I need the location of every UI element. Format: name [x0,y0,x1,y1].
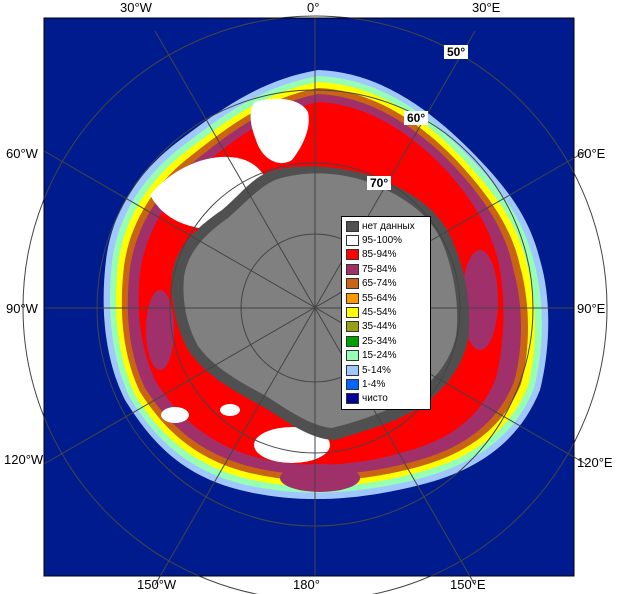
legend-label: нет данных [362,220,415,232]
legend-item: 1-4% [342,377,430,391]
legend-label: 25-34% [362,335,397,347]
meridian-60e-120w [43,150,587,465]
legend-swatch [346,263,359,275]
map-frame [43,17,575,577]
lat-circle-50 [22,15,608,594]
legend-swatch [346,378,359,390]
legend-swatch [346,321,359,333]
lat-label-50: 50° [444,45,469,59]
legend-swatch [346,292,359,304]
legend-item: нет данных [342,219,430,233]
legend-swatch [346,350,359,362]
legend-item: 75-84% [342,262,430,276]
lat-label-70: 70° [367,176,392,190]
lon-label-150w: 150°W [137,577,177,592]
legend-label: 85-94% [362,249,397,261]
legend-label: 55-64% [362,292,397,304]
legend-label: 15-24% [362,350,397,362]
lon-label-30w: 30°W [120,0,152,15]
legend-item: 55-64% [342,291,430,305]
lon-label-90w: 90°W [6,301,38,316]
legend-item: 65-74% [342,277,430,291]
lon-label-60w: 60°W [6,146,38,161]
ice-95-100-ross [254,427,330,463]
lon-label-120e: 120°E [577,455,613,470]
legend-label: 1-4% [362,378,386,390]
lon-label-0: 0° [307,0,320,15]
legend-item: 45-54% [342,305,430,319]
legend-label: 65-74% [362,278,397,290]
ice-patch-mixed [280,464,360,492]
legend-swatch [346,220,359,232]
ice-patch-mixed-west [146,290,174,370]
legend-swatch [346,235,359,247]
legend-label: чисто [362,393,388,405]
ice-95-100-patch-2 [220,404,240,416]
lon-label-60e: 60°E [577,146,606,161]
legend-label: 45-54% [362,307,397,319]
legend-swatch [346,364,359,376]
legend-label: 5-14% [362,364,391,376]
lon-label-150e: 150°E [450,577,486,592]
legend-item: 15-24% [342,349,430,363]
legend: нет данных 95-100% 85-94% 75-84% 65-74% 55-64… [341,216,431,411]
legend-swatch [346,278,359,290]
legend-swatch [346,393,359,405]
ice-95-100-patch [161,407,189,423]
lon-label-90e: 90°E [577,301,606,316]
legend-item: чисто [342,392,430,406]
lon-label-180: 180° [293,577,320,592]
legend-swatch [346,307,359,319]
lon-label-30e: 30°E [472,0,501,15]
lon-label-120w: 120°W [4,452,44,467]
legend-label: 75-84% [362,263,397,275]
legend-item: 25-34% [342,334,430,348]
legend-item: 85-94% [342,248,430,262]
legend-label: 35-44% [362,321,397,333]
ice-patch-mixed-east [462,250,498,350]
ice-95-100-north [250,98,309,164]
lat-label-60: 60° [404,111,429,125]
graticule [22,15,608,594]
legend-item: 35-44% [342,320,430,334]
legend-item: 95-100% [342,233,430,247]
legend-item: 5-14% [342,363,430,377]
legend-swatch [346,335,359,347]
legend-label: 95-100% [362,235,403,247]
legend-swatch [346,249,359,261]
